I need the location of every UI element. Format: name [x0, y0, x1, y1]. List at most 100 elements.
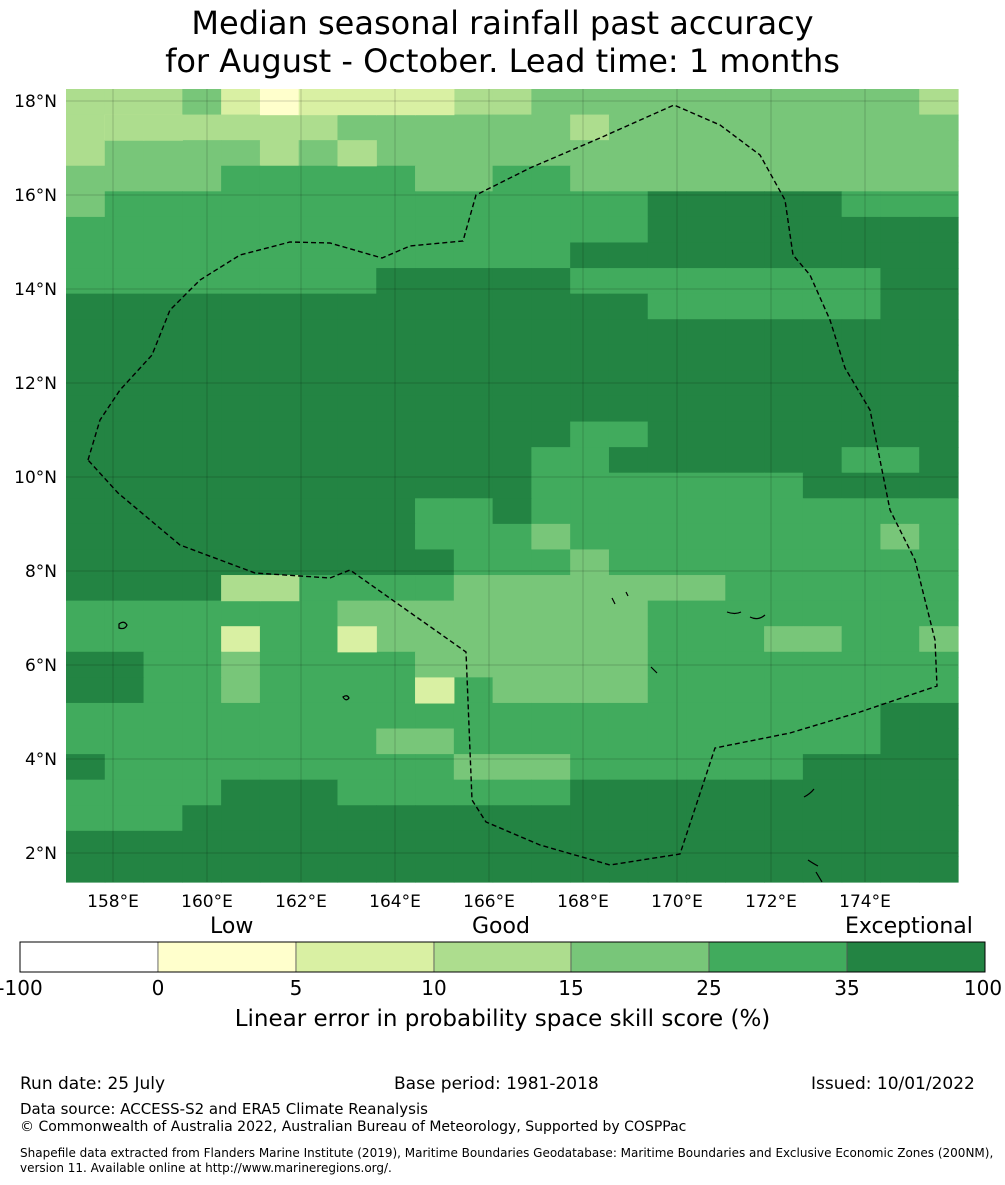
grid-cell: [725, 830, 765, 858]
grid-cell: [686, 472, 726, 499]
grid-cell: [647, 626, 688, 653]
grid-cell: [376, 89, 416, 116]
grid-cell: [919, 830, 959, 858]
grid-cell: [66, 370, 106, 397]
grid-cell: [221, 702, 261, 730]
colorbar-tick: 10: [421, 976, 447, 1000]
grid-cell: [104, 370, 145, 397]
grid-cell: [298, 293, 339, 320]
grid-cell: [259, 651, 300, 678]
longitude-label: 170°E: [651, 892, 703, 912]
grid-cell: [298, 498, 339, 525]
grid-cell: [415, 600, 455, 627]
grid-cell: [802, 191, 843, 218]
grid-cell: [182, 830, 222, 858]
grid-cell: [764, 447, 804, 474]
grid-cell: [841, 856, 882, 883]
grid-cell: [725, 114, 765, 141]
grid-cell: [531, 498, 571, 525]
grid-cell: [531, 702, 571, 730]
grid-cell: [841, 754, 882, 781]
grid-cell: [104, 651, 145, 678]
grid-cell: [841, 523, 882, 551]
grid-cell: [802, 114, 843, 141]
grid-cell: [764, 165, 804, 192]
grid-cell: [66, 728, 106, 755]
grid-cell: [298, 754, 339, 781]
grid-cell: [221, 319, 261, 346]
shapefile-credit-line-2: version 11. Available online at http://w…: [20, 1161, 392, 1175]
grid-cell: [608, 523, 649, 551]
grid-cell: [531, 140, 571, 167]
grid-cell: [919, 89, 959, 116]
grid-cell: [725, 89, 765, 116]
grid-cell: [764, 549, 804, 576]
grid-cell: [802, 523, 843, 551]
grid-cell: [453, 395, 494, 423]
grid-cell: [415, 702, 455, 730]
grid-cell: [221, 472, 261, 499]
grid-cell: [647, 319, 688, 346]
grid-cell: [919, 626, 959, 653]
grid-cell: [880, 549, 920, 576]
grid-cell: [492, 319, 532, 346]
grid-cell: [492, 575, 532, 602]
grid-cell: [570, 626, 610, 653]
grid-cell: [104, 523, 145, 551]
grid-cell: [259, 575, 300, 602]
grid-cell: [841, 651, 882, 678]
grid-cell: [182, 140, 222, 167]
grid-cell: [182, 754, 222, 781]
grid-cell: [841, 549, 882, 576]
grid-cell: [570, 89, 610, 116]
grid-cell: [337, 805, 377, 832]
grid-cell: [453, 805, 494, 832]
grid-cell: [143, 216, 183, 244]
map-gridlines: [66, 89, 958, 882]
grid-cell: [221, 268, 261, 295]
grid-cell: [531, 856, 571, 883]
grid-cell: [66, 447, 106, 474]
grid-cell: [415, 191, 455, 218]
grid-cell: [415, 319, 455, 346]
grid-cell: [802, 242, 843, 269]
grid-cell: [298, 830, 339, 858]
grid-cell: [337, 575, 377, 602]
colorbar-tick: 25: [696, 976, 722, 1000]
grid-cell: [880, 754, 920, 781]
grid-cell: [143, 319, 183, 346]
grid-cell: [880, 140, 920, 167]
grid-cell: [570, 319, 610, 346]
grid-cell: [66, 702, 106, 730]
grid-cell: [686, 421, 726, 448]
grid-cell: [880, 268, 920, 295]
longitude-label: 166°E: [463, 892, 515, 912]
grid-cell: [298, 549, 339, 576]
grid-cell: [259, 268, 300, 295]
grid-cell: [298, 319, 339, 346]
grid-cell: [104, 421, 145, 448]
grid-cell: [802, 575, 843, 602]
grid-cell: [492, 472, 532, 499]
grid-cell: [880, 498, 920, 525]
grid-cell: [570, 242, 610, 269]
grid-cell: [802, 830, 843, 858]
grid-cell: [841, 575, 882, 602]
grid-cell: [337, 89, 377, 116]
grid-cell: [453, 728, 494, 755]
grid-cell: [880, 216, 920, 244]
grid-cell: [337, 165, 377, 192]
grid-cell: [182, 268, 222, 295]
grid-cell: [802, 549, 843, 576]
grid-cell: [608, 600, 649, 627]
grid-cell: [919, 805, 959, 832]
grid-cell: [880, 447, 920, 474]
grid-cell: [570, 549, 610, 576]
grid-cell: [725, 651, 765, 678]
grid-cell: [104, 575, 145, 602]
grid-cell: [492, 89, 532, 116]
grid-cell: [802, 319, 843, 346]
grid-cell: [66, 472, 106, 499]
grid-cell: [764, 651, 804, 678]
grid-cell: [182, 728, 222, 755]
